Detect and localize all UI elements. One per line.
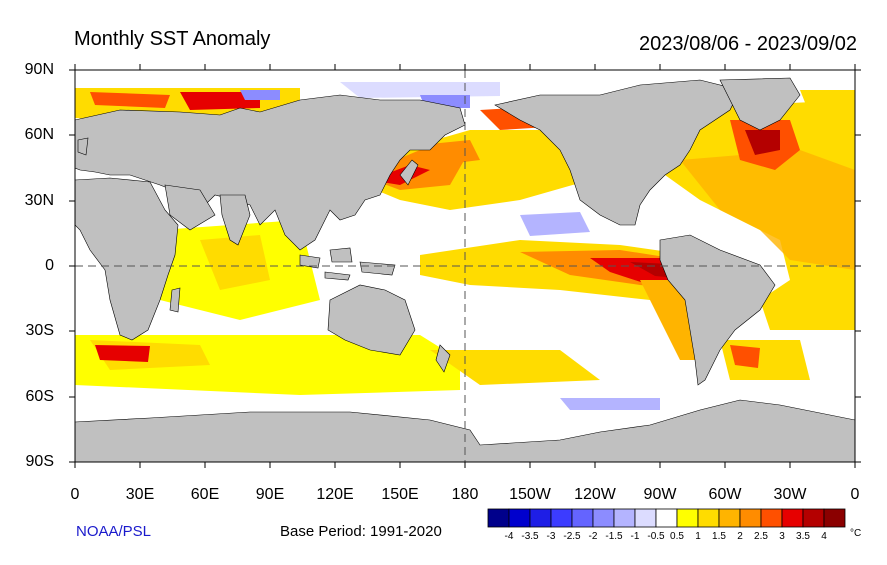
colorbar-tick-label: -3 [546, 531, 556, 542]
x-label-120w: 120W [574, 486, 616, 503]
colorbar-swatch [613, 508, 636, 528]
x-label-120e: 120E [316, 486, 354, 503]
y-label-60s: 60S [25, 388, 54, 405]
colorbar-swatch [718, 508, 741, 528]
colorbar-swatch [592, 508, 615, 528]
chart-title: Monthly SST Anomaly [74, 28, 271, 50]
colorbar [487, 508, 846, 528]
colorbar-tick-label: 4 [821, 531, 827, 542]
colorbar-tick-label: -1 [630, 531, 640, 542]
colorbar-tick-label: 1.5 [712, 531, 726, 542]
base-period-label: Base Period: 1991-2020 [280, 523, 442, 540]
land-masses [75, 77, 855, 462]
colorbar-tick-label: 1 [695, 531, 701, 542]
colorbar-swatch [823, 508, 846, 528]
colorbar-tick-label: -2 [588, 531, 598, 542]
y-label-90s: 90S [25, 453, 54, 470]
y-label-0: 0 [45, 257, 54, 274]
colorbar-swatch [571, 508, 594, 528]
y-label-60n: 60N [24, 126, 54, 143]
colorbar-tick-label: 2.5 [754, 531, 768, 542]
x-label-0: 0 [70, 486, 80, 503]
colorbar-swatch [802, 508, 825, 528]
x-ticks [74, 64, 856, 468]
colorbar-swatch [739, 508, 762, 528]
colorbar-tick-label: -2.5 [563, 531, 581, 542]
colorbar-swatch [676, 508, 699, 528]
x-label-180: 180 [451, 486, 479, 503]
colorbar-tick-label: -0.5 [647, 531, 665, 542]
colorbar-swatch [529, 508, 552, 528]
x-label-90e: 90E [255, 486, 285, 503]
colorbar-tick-label: -1.5 [605, 531, 623, 542]
colorbar-swatch [760, 508, 783, 528]
colorbar-unit: °C [850, 528, 862, 539]
y-ticks [69, 69, 861, 463]
colorbar-swatch [634, 508, 657, 528]
colorbar-swatch [508, 508, 531, 528]
colorbar-tick-label: -4 [504, 531, 514, 542]
x-label-30e: 30E [125, 486, 155, 503]
colorbar-swatch [487, 508, 510, 528]
colorbar-tick-label: 3 [779, 531, 785, 542]
colorbar-tick-label: -3.5 [521, 531, 539, 542]
y-label-30n: 30N [24, 192, 54, 209]
x-label-0-east: 0 [850, 486, 860, 503]
x-label-30w: 30W [773, 486, 807, 503]
y-label-90n: 90N [24, 61, 54, 78]
x-label-90w: 90W [643, 486, 677, 503]
x-label-60e: 60E [190, 486, 220, 503]
colorbar-tick-label: 3.5 [796, 531, 810, 542]
y-label-30s: 30S [25, 322, 54, 339]
colorbar-swatch [550, 508, 573, 528]
colorbar-swatch [655, 508, 678, 528]
colorbar-swatch [781, 508, 804, 528]
x-label-150e: 150E [381, 486, 419, 503]
x-label-150w: 150W [509, 486, 551, 503]
colorbar-tick-label: 0.5 [670, 531, 684, 542]
colorbar-swatch [697, 508, 720, 528]
x-label-60w: 60W [708, 486, 742, 503]
colorbar-tick-label: 2 [737, 531, 743, 542]
date-range: 2023/08/06 - 2023/09/02 [639, 33, 857, 55]
credit-label: NOAA/PSL [76, 523, 152, 540]
